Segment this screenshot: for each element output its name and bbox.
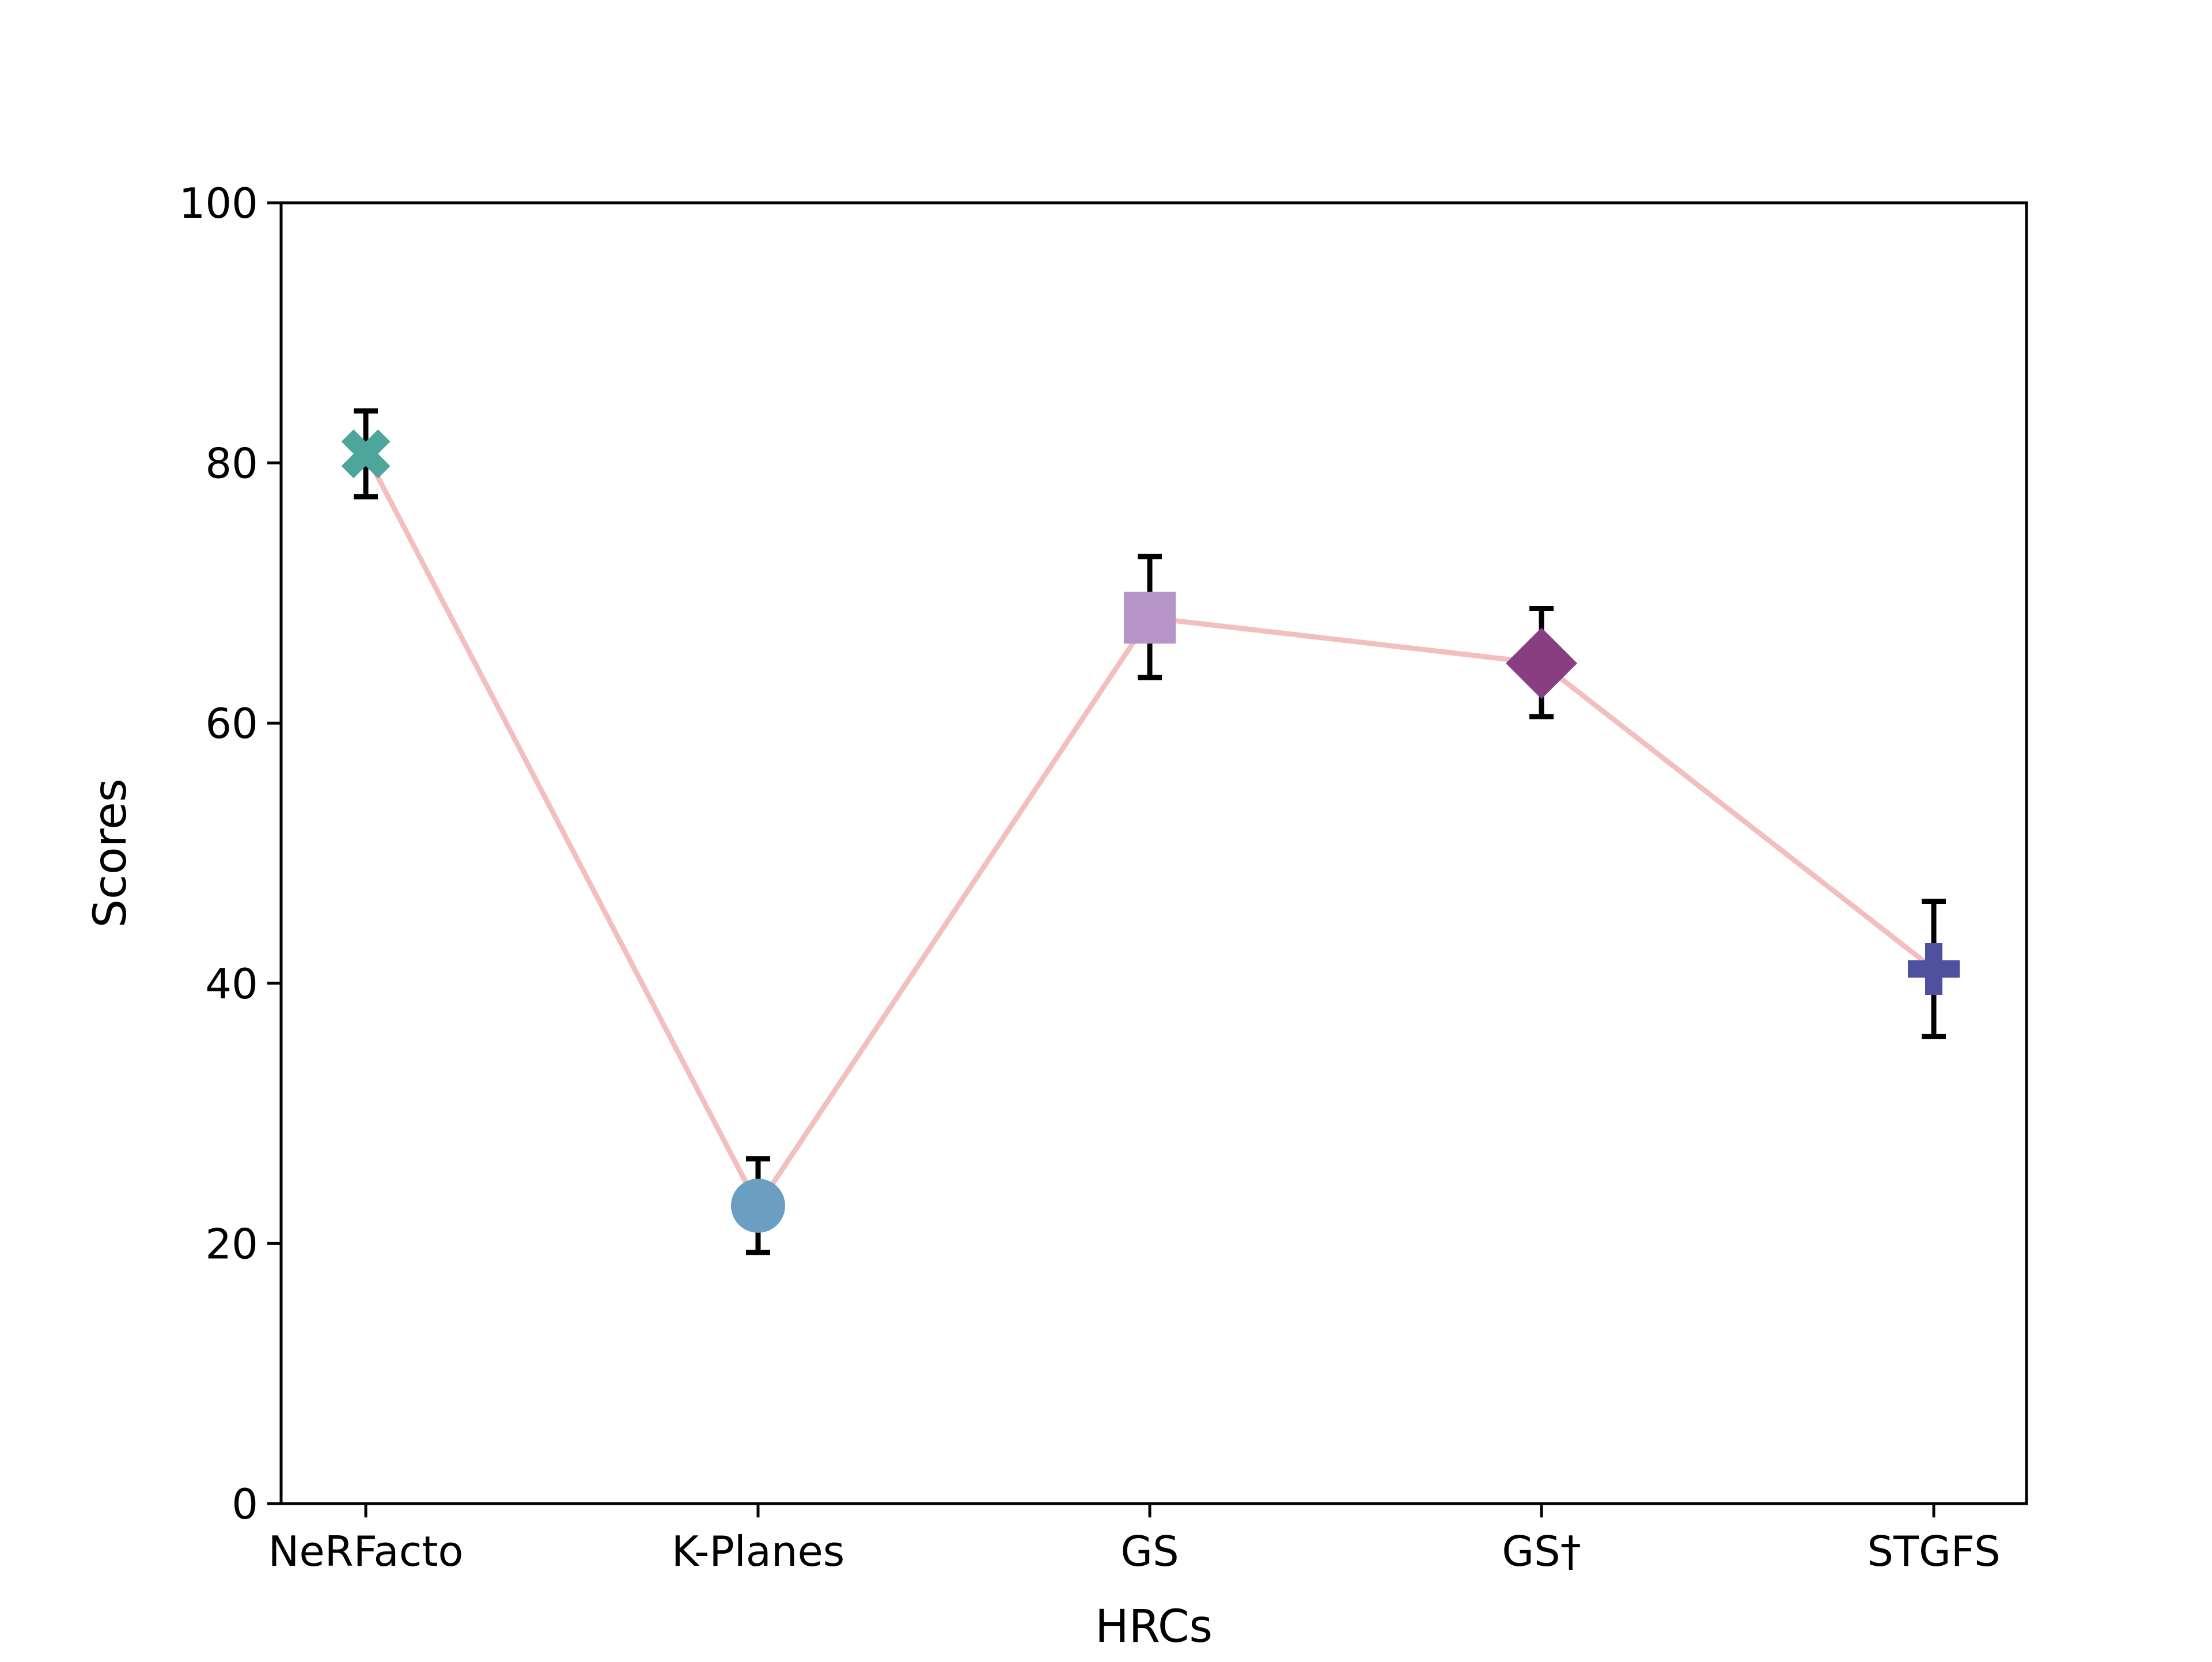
x-tick-label: K-Planes [672,1527,845,1576]
x-axis: NeRFacto K-Planes GS GS† STGFS [268,1504,2001,1576]
y-tick-label: 60 [205,699,258,748]
y-tick-label: 100 [179,179,258,228]
x-axis-label: HRCs [1095,1601,1213,1653]
y-tick-label: 20 [205,1220,258,1268]
x-tick-label: NeRFacto [268,1527,464,1576]
plot-area [341,408,1960,1255]
y-tick-label: 40 [205,960,258,1008]
y-tick-label: 0 [232,1480,258,1528]
data-point-x-icon [341,429,391,479]
x-tick-label: GS [1120,1527,1179,1576]
axes-frame [279,201,2028,1505]
x-tick-label: GS† [1502,1527,1581,1576]
y-axis-label: Scores [85,778,137,927]
data-point-circle-icon [731,1178,785,1233]
data-point-diamond-icon [1506,627,1577,699]
x-tick-label: STGFS [1867,1527,2000,1576]
data-point-square-icon [1124,592,1176,644]
data-point-plus-icon [1908,942,1960,995]
y-tick-label: 80 [205,440,258,488]
y-axis: 0 20 40 60 80 100 [179,179,281,1528]
